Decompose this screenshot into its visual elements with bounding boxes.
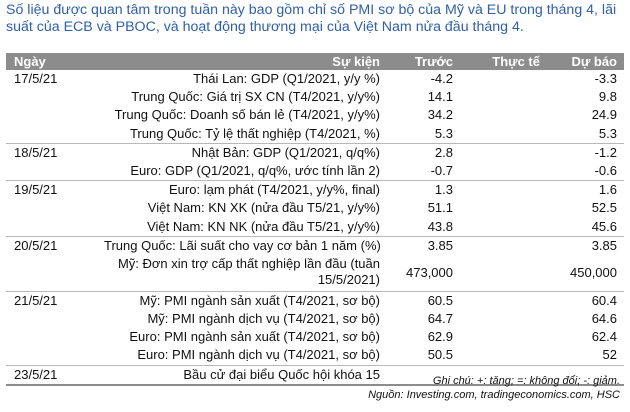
table-row: 20/5/21 Trung Quốc: Lãi suất cho vay cơ b… — [6, 235, 624, 255]
row-previous: 14.1 — [427, 89, 453, 105]
row-previous: 60.5 — [427, 292, 453, 308]
row-previous: -0.7 — [430, 162, 453, 178]
table-header: Ngày Sự kiện Trước Thực tế Dự báo — [6, 53, 624, 70]
table-row: 23/5/21 Bầu cử đại biểu Quốc hội khóa 15 — [6, 364, 624, 384]
row-previous: 50.5 — [427, 347, 453, 363]
row-date: 20/5/21 — [14, 237, 58, 253]
row-forecast: 52 — [602, 347, 617, 363]
header-actual: Thực tế — [492, 54, 540, 69]
header-date: Ngày — [14, 54, 46, 69]
row-forecast: 52.5 — [591, 200, 617, 216]
row-forecast: 3.85 — [591, 237, 617, 253]
row-event: Nhật Bản: GDP (Q1/2021, q/q%) — [191, 144, 380, 160]
table-row: Việt Nam: KN NK (nửa đầu T5/21, y/y%) 43.… — [6, 218, 624, 236]
row-event: Euro: PMI ngành sản xuất (T4/2021, sơ bộ… — [129, 329, 380, 345]
row-event: Trung Quốc: Giá trị SX CN (T4/2021, y/y%… — [131, 89, 380, 105]
row-forecast: -1.2 — [594, 144, 617, 160]
row-event: Trung Quốc: Lãi suất cho vay cơ bản 1 nă… — [104, 237, 381, 253]
table-body: 17/5/21 Thái Lan: GDP (Q1/2021, y/y %) -4.… — [6, 70, 624, 384]
table-row: 17/5/21 Thái Lan: GDP (Q1/2021, y/y %) -4.… — [6, 70, 624, 88]
row-forecast: 450,000 — [570, 264, 617, 280]
table-bottom-divider — [6, 383, 624, 386]
row-date: 23/5/21 — [14, 366, 58, 382]
table-row: Việt Nam: KN XK (nửa đầu T5/21, y/y%) 51.… — [6, 199, 624, 217]
row-event: Trung Quốc: Tỷ lệ thất nghiệp (T4/2021, … — [129, 125, 380, 141]
row-date: 18/5/21 — [14, 144, 58, 160]
legend-note: Ghi chú: +: tăng; =: không đổi; -: giảm. — [432, 375, 620, 387]
row-forecast: 1.6 — [598, 182, 617, 198]
row-forecast: -3.3 — [594, 71, 617, 86]
footnotes: Ghi chú: +: tăng; =: không đổi; -: giảm.… — [368, 374, 620, 402]
row-previous: 2.8 — [434, 144, 453, 160]
table-row: Mỹ: Đơn xin trợ cấp thất nghiệp lần đầu … — [6, 255, 624, 291]
row-forecast: 5.3 — [598, 125, 617, 141]
row-forecast: 62.4 — [591, 329, 617, 345]
row-event: Việt Nam: KN XK (nửa đầu T5/21, y/y%) — [147, 200, 380, 216]
row-event: Trung Quốc: Doanh số bán lẻ (T4/2021, y/… — [114, 107, 380, 123]
row-previous: 3.85 — [427, 237, 453, 253]
row-previous: -4.2 — [430, 71, 453, 86]
row-event: Mỹ: PMI ngành dịch vụ (T4/2021, sơ bộ) — [147, 311, 380, 327]
row-previous: 34.2 — [427, 107, 453, 123]
row-event: Việt Nam: KN NK (nửa đầu T5/21, y/y%) — [147, 218, 380, 234]
row-previous: 43.8 — [427, 218, 453, 234]
header-previous: Trước — [414, 54, 453, 69]
header-event: Sự kiện — [332, 54, 380, 69]
row-previous: 62.9 — [427, 329, 453, 345]
header-forecast: Dự báo — [571, 54, 617, 69]
table-row: Mỹ: PMI ngành dịch vụ (T4/2021, sơ bộ) 64… — [6, 310, 624, 328]
row-previous: 51.1 — [427, 200, 453, 216]
row-forecast: 64.6 — [591, 311, 617, 327]
row-event: Mỹ: PMI ngành sản xuất (T4/2021, sơ bộ) — [139, 292, 380, 308]
row-forecast: -0.6 — [594, 162, 617, 178]
table-row: Trung Quốc: Tỷ lệ thất nghiệp (T4/2021, … — [6, 125, 624, 143]
table-row: Trung Quốc: Giá trị SX CN (T4/2021, y/y%… — [6, 88, 624, 106]
row-event: Bầu cử đại biểu Quốc hội khóa 15 — [183, 366, 380, 382]
row-forecast: 9.8 — [598, 89, 617, 105]
page-title: Số liệu được quan tâm trong tuần này bao… — [6, 2, 617, 35]
row-event: Euro: GDP (Q1/2021, q/q%, ước tính lần 2… — [130, 162, 380, 178]
economic-calendar-table: Ngày Sự kiện Trước Thực tế Dự báo 17/5/2… — [6, 53, 624, 386]
row-event: Mỹ: Đơn xin trợ cấp thất nghiệp lần đầu … — [117, 255, 380, 287]
table-row: Euro: PMI ngành dịch vụ (T4/2021, sơ bộ)… — [6, 346, 624, 364]
table-row: 21/5/21 Mỹ: PMI ngành sản xuất (T4/2021, … — [6, 290, 624, 310]
row-forecast: 60.4 — [591, 292, 617, 308]
row-forecast: 24.9 — [591, 107, 617, 123]
row-date: 19/5/21 — [14, 182, 58, 198]
row-previous: 64.7 — [427, 311, 453, 327]
row-forecast: 45.6 — [591, 218, 617, 234]
row-date: 17/5/21 — [14, 71, 58, 86]
row-date: 21/5/21 — [14, 292, 58, 308]
source-note: Nguồn: Investing.com, tradingeconomics.c… — [368, 389, 620, 401]
row-event: Euro: PMI ngành dịch vụ (T4/2021, sơ bộ) — [137, 347, 380, 363]
table-row: Euro: GDP (Q1/2021, q/q%, ước tính lần 2… — [6, 162, 624, 180]
table-row: 19/5/21 Euro: lạm phát (T4/2021, y/y%, fi… — [6, 180, 624, 199]
row-previous: 5.3 — [434, 125, 453, 141]
table-row: Trung Quốc: Doanh số bán lẻ (T4/2021, y/… — [6, 106, 624, 124]
row-previous: 473,000 — [406, 264, 453, 280]
table-row: 18/5/21 Nhật Bản: GDP (Q1/2021, q/q%) 2.8 -… — [6, 142, 624, 162]
row-event: Thái Lan: GDP (Q1/2021, y/y %) — [193, 71, 380, 86]
table-row: Euro: PMI ngành sản xuất (T4/2021, sơ bộ… — [6, 328, 624, 346]
row-previous: 1.3 — [434, 182, 453, 198]
row-event: Euro: lạm phát (T4/2021, y/y%, final) — [169, 182, 380, 198]
